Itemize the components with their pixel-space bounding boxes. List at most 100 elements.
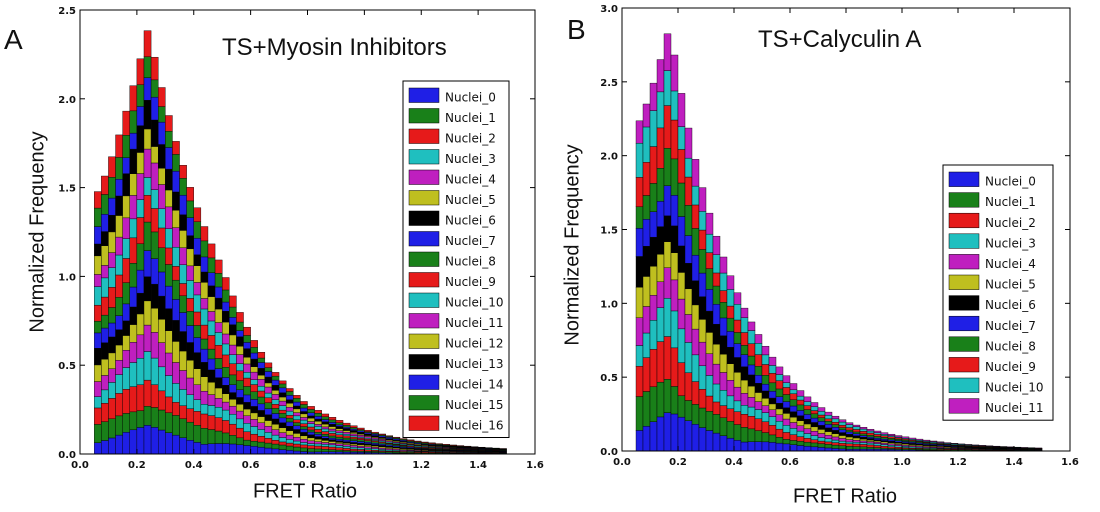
bar-nuclei-3 bbox=[852, 441, 861, 445]
bar-nuclei-10 bbox=[635, 142, 644, 178]
x-tick-label: 0.2 bbox=[128, 460, 146, 471]
bar-nuclei-8 bbox=[845, 429, 854, 433]
bar-nuclei-1 bbox=[866, 446, 875, 450]
bar-nuclei-11 bbox=[971, 444, 980, 446]
bar-nuclei-10 bbox=[691, 185, 700, 206]
bar-nuclei-16 bbox=[172, 141, 180, 155]
bar-nuclei-8 bbox=[831, 424, 840, 428]
bar-nuclei-2 bbox=[852, 443, 861, 447]
bar-nuclei-2 bbox=[803, 438, 812, 443]
bar-nuclei-5 bbox=[803, 423, 812, 429]
legend-label: Nuclei_4 bbox=[985, 257, 1036, 271]
bar-nuclei-5 bbox=[754, 392, 763, 402]
bar-nuclei-4 bbox=[740, 393, 749, 406]
legend-swatch bbox=[948, 212, 980, 229]
bar-nuclei-0 bbox=[684, 420, 693, 452]
bar-nuclei-11 bbox=[747, 321, 756, 331]
bar-nuclei-7 bbox=[852, 433, 861, 436]
bar-nuclei-4 bbox=[838, 438, 847, 442]
bar-nuclei-16 bbox=[456, 445, 465, 447]
bar-nuclei-10 bbox=[866, 430, 875, 434]
bar-nuclei-0 bbox=[726, 437, 735, 452]
bar-nuclei-2 bbox=[642, 357, 651, 392]
legend-swatch bbox=[948, 233, 980, 249]
bar-nuclei-7 bbox=[747, 364, 756, 376]
bar-nuclei-1 bbox=[831, 444, 840, 449]
bar-nuclei-7 bbox=[754, 375, 763, 384]
bar-nuclei-3 bbox=[810, 435, 819, 441]
bar-nuclei-11 bbox=[684, 127, 693, 159]
bar-nuclei-5 bbox=[796, 420, 805, 426]
bar-nuclei-7 bbox=[698, 272, 707, 297]
bar-nuclei-7 bbox=[712, 304, 721, 325]
bar-nuclei-10 bbox=[663, 70, 672, 106]
bar-nuclei-1 bbox=[803, 441, 812, 447]
bar-nuclei-16 bbox=[300, 401, 308, 405]
bar-nuclei-11 bbox=[824, 411, 833, 416]
bar-nuclei-1 bbox=[698, 407, 707, 428]
bar-stack-group bbox=[94, 30, 507, 455]
legend-label: Nuclei_7 bbox=[445, 234, 496, 248]
bar-nuclei-8 bbox=[796, 404, 805, 411]
y-tick-label: 0.5 bbox=[58, 361, 76, 372]
bar-nuclei-16 bbox=[143, 30, 152, 57]
bar-nuclei-8 bbox=[656, 167, 665, 202]
legend-swatch bbox=[408, 169, 440, 185]
bar-nuclei-1 bbox=[642, 391, 651, 427]
bar-nuclei-9 bbox=[887, 436, 896, 439]
bar-nuclei-11 bbox=[901, 436, 910, 439]
bar-nuclei-8 bbox=[838, 427, 847, 431]
bar-nuclei-5 bbox=[761, 398, 770, 406]
legend-swatch bbox=[408, 87, 440, 103]
bar-nuclei-16 bbox=[435, 443, 443, 445]
bar-nuclei-0 bbox=[761, 441, 770, 452]
bar-nuclei-10 bbox=[719, 272, 728, 291]
bar-nuclei-7 bbox=[733, 343, 742, 358]
bar-nuclei-8 bbox=[726, 317, 735, 332]
bar-nuclei-2 bbox=[761, 421, 770, 433]
bar-nuclei-9 bbox=[831, 421, 840, 425]
y-tick-label: 1.0 bbox=[58, 272, 76, 283]
bar-nuclei-16 bbox=[264, 362, 273, 368]
legend-swatch bbox=[408, 108, 440, 124]
bar-nuclei-11 bbox=[642, 103, 651, 128]
bar-nuclei-1 bbox=[684, 400, 693, 421]
legend-label: Nuclei_3 bbox=[445, 152, 496, 166]
bar-nuclei-8 bbox=[670, 158, 679, 196]
bar-nuclei-4 bbox=[866, 441, 875, 444]
legend-box bbox=[942, 164, 1054, 421]
legend-label: Nuclei_8 bbox=[985, 339, 1036, 353]
bar-nuclei-5 bbox=[810, 426, 819, 432]
bar-nuclei-3 bbox=[663, 298, 672, 337]
bar-nuclei-16 bbox=[257, 352, 266, 359]
bar-nuclei-1 bbox=[663, 379, 672, 413]
bar-nuclei-2 bbox=[635, 366, 644, 397]
y-tick-label: 0.5 bbox=[600, 373, 618, 384]
legend-label: Nuclei_9 bbox=[445, 275, 496, 289]
bar-nuclei-11 bbox=[866, 428, 875, 432]
bar-nuclei-9 bbox=[691, 204, 700, 229]
bar-nuclei-10 bbox=[726, 289, 735, 307]
bar-nuclei-11 bbox=[950, 443, 959, 445]
bar-nuclei-11 bbox=[859, 427, 868, 430]
legend-swatch bbox=[948, 377, 980, 393]
bar-nuclei-11 bbox=[726, 275, 735, 290]
bar-nuclei-9 bbox=[810, 410, 819, 415]
legend-swatch bbox=[408, 354, 440, 370]
bar-nuclei-16 bbox=[186, 187, 194, 202]
bar-nuclei-9 bbox=[705, 252, 714, 269]
bar-nuclei-2 bbox=[698, 389, 707, 409]
bar-nuclei-16 bbox=[307, 406, 315, 410]
bar-nuclei-4 bbox=[635, 317, 644, 346]
bar-nuclei-2 bbox=[740, 414, 749, 428]
bar-nuclei-10 bbox=[733, 304, 742, 321]
bar-nuclei-16 bbox=[285, 388, 294, 392]
bar-nuclei-4 bbox=[789, 422, 798, 429]
bar-nuclei-4 bbox=[852, 439, 861, 443]
bar-nuclei-0 bbox=[705, 430, 714, 452]
bar-nuclei-9 bbox=[824, 418, 833, 422]
bar-nuclei-6 bbox=[649, 236, 658, 267]
bar-nuclei-2 bbox=[838, 443, 847, 446]
legend-label: Nuclei_7 bbox=[985, 319, 1036, 333]
bar-nuclei-11 bbox=[768, 356, 777, 366]
